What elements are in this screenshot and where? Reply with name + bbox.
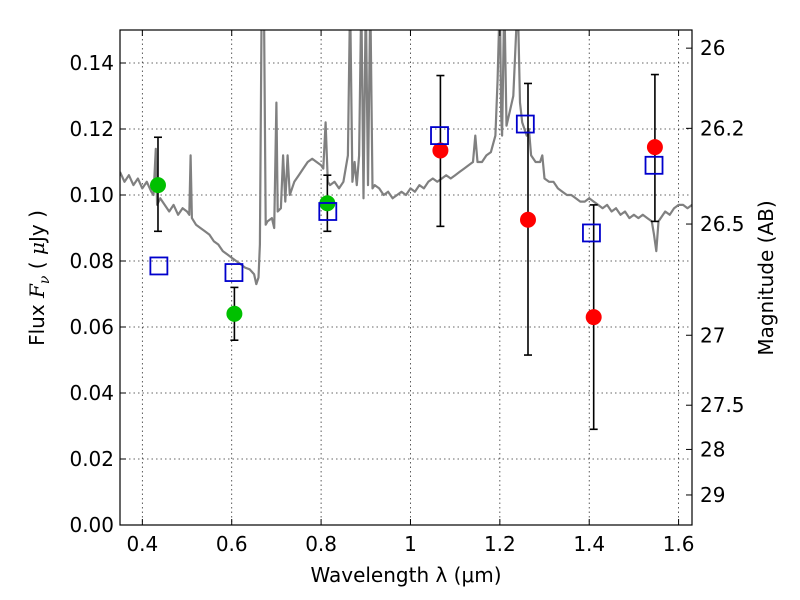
green-point-marker <box>149 177 166 194</box>
x-tick-label: 1 <box>404 532 417 556</box>
y-axis-label-part: ν <box>37 275 53 284</box>
x-tick-label: 0.4 <box>126 532 158 556</box>
red-point-marker <box>646 139 663 156</box>
x-tick-label: 1.4 <box>573 532 605 556</box>
y-tick-label: 0.08 <box>69 249 114 273</box>
y-axis-label-part: μ <box>25 242 49 255</box>
y-axis-label-part: Jy ) <box>25 210 49 244</box>
y2-tick-label: 26.2 <box>700 116 745 140</box>
red-point-marker <box>432 142 449 159</box>
y-tick-label: 0.10 <box>69 183 114 207</box>
green-point-marker <box>226 305 243 322</box>
y-tick-label: 0.14 <box>69 51 114 75</box>
y-axis-label-part: Flux <box>25 298 49 346</box>
y-tick-label: 0.04 <box>69 381 114 405</box>
y2-tick-label: 26.5 <box>700 212 745 236</box>
x-tick-label: 0.8 <box>305 532 337 556</box>
square-marker <box>318 202 338 221</box>
model-spectrum-layer <box>120 30 692 286</box>
x-axis-label: Wavelength λ (μm) <box>310 563 501 587</box>
y2-tick-label: 27.5 <box>700 393 745 417</box>
y2-tick-label: 26 <box>700 36 725 60</box>
square-marker <box>515 114 535 134</box>
x-tick-label: 1.6 <box>663 532 695 556</box>
red-point-marker <box>585 309 602 326</box>
y-axis-label: Flux Fν ( μJy ) <box>25 210 53 346</box>
plot-frame <box>119 29 693 526</box>
y2-tick-label: 28 <box>700 437 725 461</box>
y-tick-label: 0.00 <box>69 513 114 537</box>
error-bars-layer <box>153 73 659 431</box>
y2-tick-label: 27 <box>700 323 725 347</box>
y2-tick-label: 29 <box>700 483 725 507</box>
square-marker <box>582 223 601 243</box>
y-axis: 0.00 0.02 0.04 0.06 0.08 0.10 0.12 0.14 <box>69 51 126 537</box>
y-axis-label-part: ( <box>25 255 49 276</box>
grid-lines <box>120 30 692 526</box>
y-tick-label: 0.02 <box>69 447 114 471</box>
x-tick-label: 0.6 <box>216 532 248 556</box>
y-tick-label: 0.06 <box>69 315 114 339</box>
x-tick-label: 1.2 <box>484 532 516 556</box>
square-marker <box>430 126 449 145</box>
square-marker <box>149 256 169 276</box>
x-axis: 0.4 0.6 0.8 1 1.2 1.4 1.6 <box>126 30 695 556</box>
square-marker <box>644 155 664 175</box>
square-marker <box>224 263 244 282</box>
y-axis-label-part: F <box>25 283 49 299</box>
data-points-layer <box>149 114 664 326</box>
red-point-marker <box>519 211 536 228</box>
secondary-y-axis: 26 26.2 26.5 27 27.5 28 29 <box>686 36 745 507</box>
secondary-y-axis-label: Magnitude (AB) <box>754 200 778 355</box>
model-spectrum-line <box>120 30 692 286</box>
y-tick-label: 0.12 <box>69 117 114 141</box>
